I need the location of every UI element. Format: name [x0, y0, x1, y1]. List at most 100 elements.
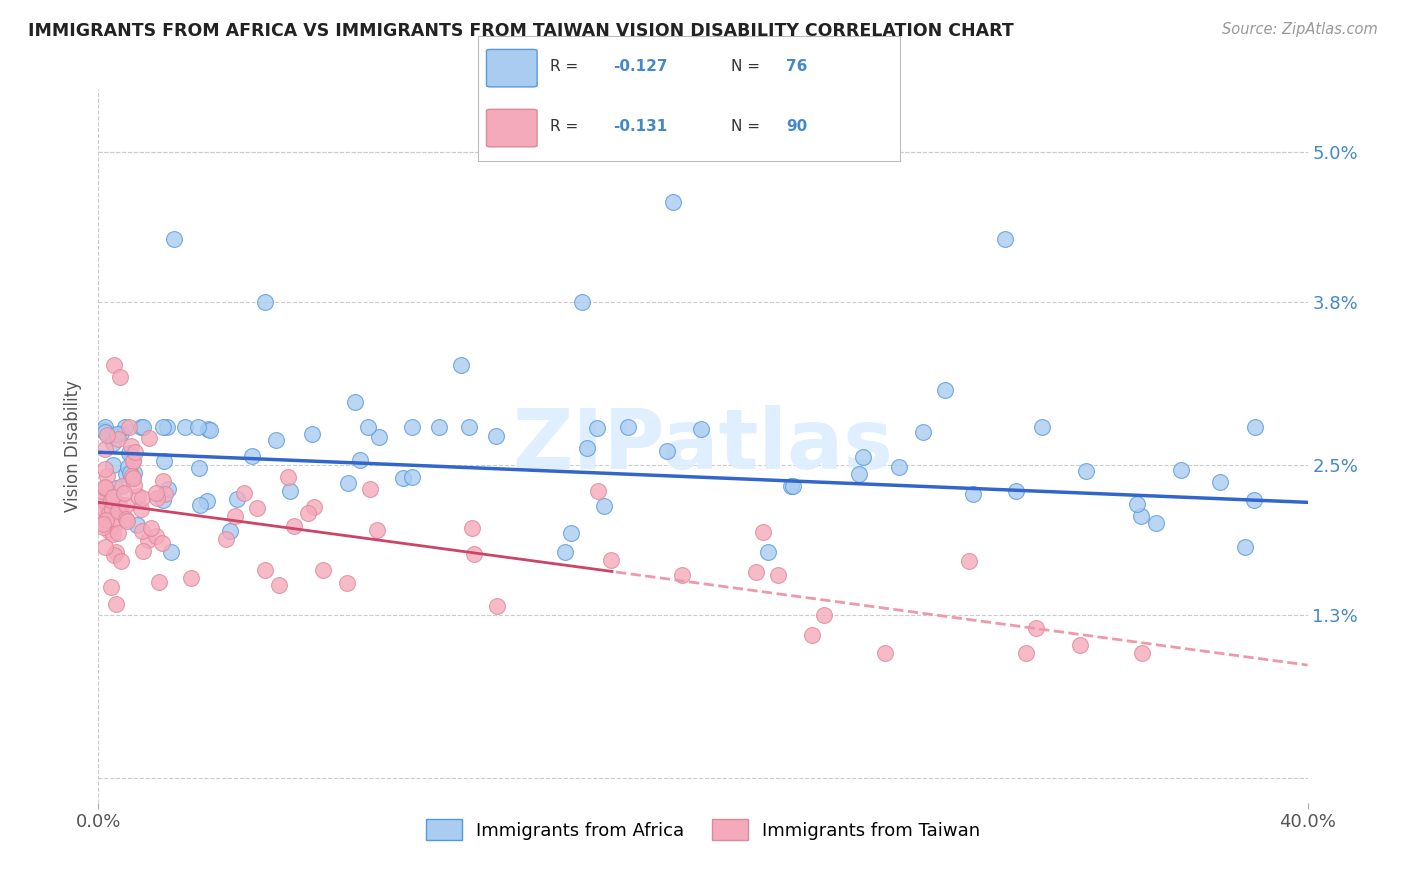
Point — [129, 420, 152, 434]
Point — [934, 383, 956, 397]
Point — [107, 432, 129, 446]
Point — [96, 469, 118, 483]
Point — [427, 420, 450, 434]
Point — [187, 420, 209, 434]
Point — [336, 475, 359, 490]
Point — [600, 553, 623, 567]
Text: ZIPatlas: ZIPatlas — [513, 406, 893, 486]
Point — [889, 460, 911, 475]
Point — [458, 420, 481, 434]
Point — [103, 527, 125, 541]
Point — [120, 466, 142, 480]
Point — [94, 541, 117, 555]
Point — [121, 450, 143, 465]
Point — [101, 501, 124, 516]
Point — [156, 482, 179, 496]
Point — [752, 524, 775, 539]
Point — [1170, 463, 1192, 477]
Point — [115, 498, 138, 512]
Point — [93, 423, 115, 437]
Point — [560, 525, 582, 540]
Point — [232, 486, 254, 500]
Point — [131, 491, 153, 505]
Point — [115, 511, 138, 525]
Point — [571, 295, 593, 310]
Point — [114, 420, 136, 434]
Point — [593, 499, 616, 513]
Point — [129, 502, 152, 516]
Point — [312, 563, 335, 577]
Point — [242, 449, 264, 463]
Point — [187, 460, 209, 475]
Point — [962, 487, 984, 501]
Point — [224, 509, 246, 524]
Point — [125, 518, 148, 533]
Point — [461, 521, 484, 535]
Point — [121, 471, 143, 485]
Point — [463, 547, 485, 561]
Point — [152, 474, 174, 488]
Point — [107, 525, 129, 540]
Point — [344, 395, 367, 409]
Point — [349, 453, 371, 467]
Point — [120, 439, 142, 453]
Point — [132, 544, 155, 558]
Point — [153, 454, 176, 468]
Point — [486, 599, 509, 613]
Point — [91, 483, 114, 498]
Text: IMMIGRANTS FROM AFRICA VS IMMIGRANTS FROM TAIWAN VISION DISABILITY CORRELATION C: IMMIGRANTS FROM AFRICA VS IMMIGRANTS FRO… — [28, 22, 1014, 40]
Point — [554, 545, 576, 559]
Point — [150, 536, 173, 550]
Point — [127, 489, 149, 503]
Point — [148, 575, 170, 590]
Point — [124, 478, 146, 492]
Point — [104, 481, 127, 495]
Point — [115, 467, 138, 481]
Point — [758, 545, 780, 559]
Point — [302, 500, 325, 514]
Point — [110, 505, 132, 519]
Point — [94, 480, 117, 494]
Point — [586, 420, 609, 434]
Point — [100, 580, 122, 594]
Point — [1024, 621, 1046, 635]
Point — [91, 493, 114, 508]
Point — [671, 567, 693, 582]
Point — [94, 513, 117, 527]
Point — [745, 565, 768, 579]
Point — [103, 514, 125, 528]
Point — [994, 232, 1017, 246]
Point — [101, 491, 124, 505]
Point — [103, 500, 125, 514]
Point — [301, 427, 323, 442]
Point — [1069, 638, 1091, 652]
Point — [101, 458, 124, 472]
Point — [1005, 483, 1028, 498]
Point — [156, 420, 179, 434]
Point — [689, 422, 711, 436]
Point — [145, 529, 167, 543]
Point — [1243, 420, 1265, 434]
Point — [94, 481, 117, 495]
Point — [277, 470, 299, 484]
Text: 76: 76 — [786, 60, 807, 74]
Point — [219, 524, 242, 538]
Point — [1031, 420, 1053, 434]
Point — [107, 503, 129, 517]
Text: N =: N = — [731, 120, 765, 135]
Point — [848, 467, 870, 481]
Point — [105, 427, 128, 442]
Point — [152, 493, 174, 508]
Point — [93, 520, 115, 534]
Point — [108, 370, 131, 384]
Point — [1243, 492, 1265, 507]
Point — [100, 493, 122, 508]
Point — [366, 523, 388, 537]
Point — [153, 487, 176, 501]
Point — [108, 504, 131, 518]
Point — [132, 420, 155, 434]
Point — [801, 628, 824, 642]
Point — [253, 295, 276, 310]
Legend: Immigrants from Africa, Immigrants from Taiwan: Immigrants from Africa, Immigrants from … — [419, 812, 987, 847]
Point — [117, 460, 139, 475]
